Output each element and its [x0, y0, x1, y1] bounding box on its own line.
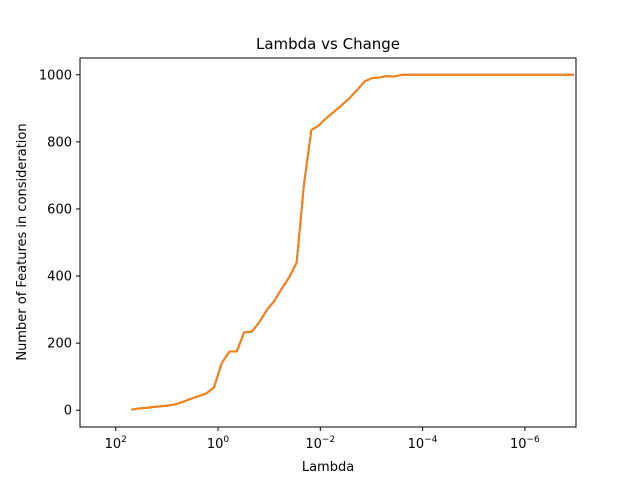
x-tick-label: 102	[105, 435, 127, 452]
x-tick-label-exponent: −2	[322, 435, 335, 445]
x-tick-label-exponent: −4	[424, 435, 438, 445]
y-axis-ticks: 0 200 400 600 800 1000	[39, 68, 80, 419]
y-tick-label: 1000	[39, 68, 72, 83]
y-tick-label: 200	[47, 337, 72, 352]
series-line-2	[131, 73, 574, 411]
y-tick-label: 600	[47, 202, 72, 217]
x-tick-label-exponent: −6	[526, 435, 540, 445]
plot-frame	[79, 57, 577, 428]
x-tick-label-exponent: 2	[121, 435, 127, 445]
y-axis-label: Number of Features in consideration	[15, 123, 30, 360]
x-tick-label-base: 10	[408, 437, 425, 452]
chart-title: Lambda vs Change	[256, 35, 400, 53]
y-tick-label: 400	[47, 270, 72, 285]
y-tick-label: 0	[64, 404, 72, 419]
x-axis-ticks: 102 100 10−2 10−4 10−6	[105, 427, 540, 452]
x-tick-label: 10−2	[305, 435, 335, 452]
x-tick-label-base: 10	[305, 437, 322, 452]
x-tick-label-base: 10	[510, 437, 527, 452]
x-axis-label: Lambda	[302, 460, 354, 475]
x-tick-label-base: 10	[105, 437, 122, 452]
series-layer	[131, 73, 574, 411]
x-tick-label: 10−4	[408, 435, 438, 452]
y-tick-label: 800	[47, 135, 72, 150]
series-line-1	[131, 73, 574, 411]
x-tick-label: 10−6	[510, 435, 540, 452]
x-tick-label-exponent: 0	[223, 435, 229, 445]
x-tick-label-base: 10	[207, 437, 224, 452]
x-tick-label: 100	[207, 435, 230, 452]
